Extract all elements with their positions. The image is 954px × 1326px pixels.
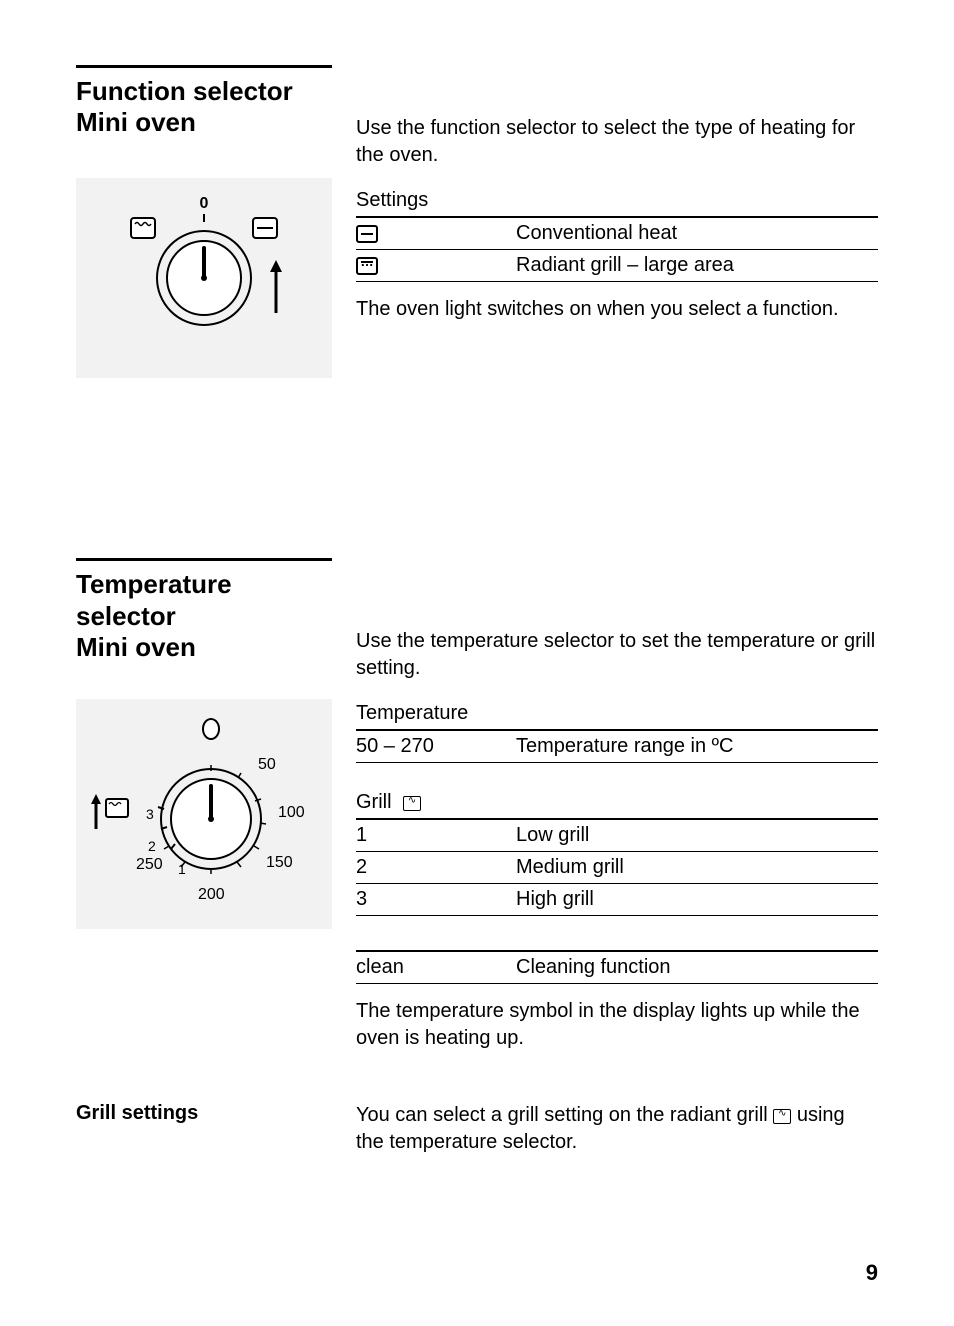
- heading-line-1: Temperature selector: [76, 569, 232, 630]
- clean-left: clean: [356, 951, 516, 984]
- left-column: Function selector Mini oven 0: [76, 65, 332, 378]
- page-number: 9: [866, 1260, 878, 1286]
- table-row: Conventional heat: [356, 217, 878, 250]
- dial-zero-label: 0: [200, 195, 209, 212]
- left-column: Temperature selector Mini oven: [76, 558, 332, 929]
- grill-settings-text-before: You can select a grill setting on the ra…: [356, 1104, 773, 1126]
- dial-label-1: 1: [178, 861, 186, 877]
- right-column: You can select a grill setting on the ra…: [356, 1102, 878, 1156]
- settings-title: Settings: [356, 189, 878, 212]
- grill-settings-text: You can select a grill setting on the ra…: [356, 1102, 878, 1156]
- grill-settings-row: Grill settings You can select a grill se…: [76, 1102, 878, 1156]
- table-row: clean Cleaning function: [356, 951, 878, 984]
- temperature-selector-section: Temperature selector Mini oven: [76, 558, 878, 1072]
- manual-page: Function selector Mini oven 0: [0, 0, 954, 1326]
- clean-table: clean Cleaning function: [356, 950, 878, 984]
- clean-right: Cleaning function: [516, 951, 878, 984]
- grill-label: Low grill: [516, 819, 878, 852]
- dial-label-100: 100: [278, 804, 305, 821]
- table-row: 50 – 270 Temperature range in ºC: [356, 730, 878, 763]
- lamp-icon: [203, 719, 219, 739]
- table-row: Radiant grill – large area: [356, 250, 878, 282]
- grill-level: 2: [356, 852, 516, 884]
- temperature-dial-panel: 50 100 150 200 250 1 2 3: [76, 699, 332, 929]
- section-rule: [76, 558, 332, 561]
- left-column: Grill settings: [76, 1102, 332, 1156]
- grill-level: 1: [356, 819, 516, 852]
- temperature-dial-svg: 50 100 150 200 250 1 2 3: [76, 699, 332, 929]
- heading-line-2: Mini oven: [76, 107, 196, 137]
- grill-label: High grill: [516, 884, 878, 916]
- after-text: The temperature symbol in the display li…: [356, 998, 878, 1052]
- intro-text: Use the temperature selector to set the …: [356, 628, 878, 682]
- setting-label: Radiant grill – large area: [516, 250, 878, 282]
- heading-line-1: Function selector: [76, 76, 293, 106]
- temp-range-right: Temperature range in ºC: [516, 730, 878, 763]
- grill-title: Grill: [356, 791, 878, 814]
- heading-line-2: Mini oven: [76, 632, 196, 662]
- table-row: 3 High grill: [356, 884, 878, 916]
- grill-title-text: Grill: [356, 791, 392, 813]
- dial-label-150: 150: [266, 854, 293, 871]
- section-rule: [76, 65, 332, 68]
- dial-label-2: 2: [148, 838, 156, 854]
- settings-table: Conventional heat Radiant grill – large …: [356, 216, 878, 282]
- grill-icon: [773, 1109, 791, 1124]
- grill-arrow-group: [91, 794, 128, 829]
- grill-icon: [403, 796, 421, 811]
- temperature-table: 50 – 270 Temperature range in ºC: [356, 729, 878, 763]
- dial-label-250: 250: [136, 856, 163, 873]
- radiant-grill-icon: [356, 257, 378, 275]
- dial-label-200: 200: [198, 886, 225, 903]
- dial-label-50: 50: [258, 756, 276, 773]
- table-row: 2 Medium grill: [356, 852, 878, 884]
- after-text: The oven light switches on when you sele…: [356, 296, 878, 323]
- grill-table: 1 Low grill 2 Medium grill 3 High grill: [356, 818, 878, 916]
- grill-settings-label: Grill settings: [76, 1102, 332, 1125]
- setting-label: Conventional heat: [516, 217, 878, 250]
- grill-icon: [106, 799, 128, 817]
- conventional-heat-icon: [356, 225, 378, 243]
- section-heading: Temperature selector Mini oven: [76, 569, 332, 663]
- temperature-title: Temperature: [356, 702, 878, 725]
- dial-label-3: 3: [146, 806, 154, 822]
- grill-label: Medium grill: [516, 852, 878, 884]
- temp-range-left: 50 – 270: [356, 730, 516, 763]
- function-selector-section: Function selector Mini oven 0: [76, 65, 878, 378]
- function-dial-panel: 0: [76, 178, 332, 378]
- function-dial-svg: 0: [76, 178, 332, 378]
- right-column: Use the function selector to select the …: [356, 65, 878, 343]
- intro-text: Use the function selector to select the …: [356, 115, 878, 169]
- turn-arrow-icon: [270, 260, 282, 313]
- table-row: 1 Low grill: [356, 819, 878, 852]
- section-heading: Function selector Mini oven: [76, 76, 332, 138]
- grill-level: 3: [356, 884, 516, 916]
- right-column: Use the temperature selector to set the …: [356, 558, 878, 1072]
